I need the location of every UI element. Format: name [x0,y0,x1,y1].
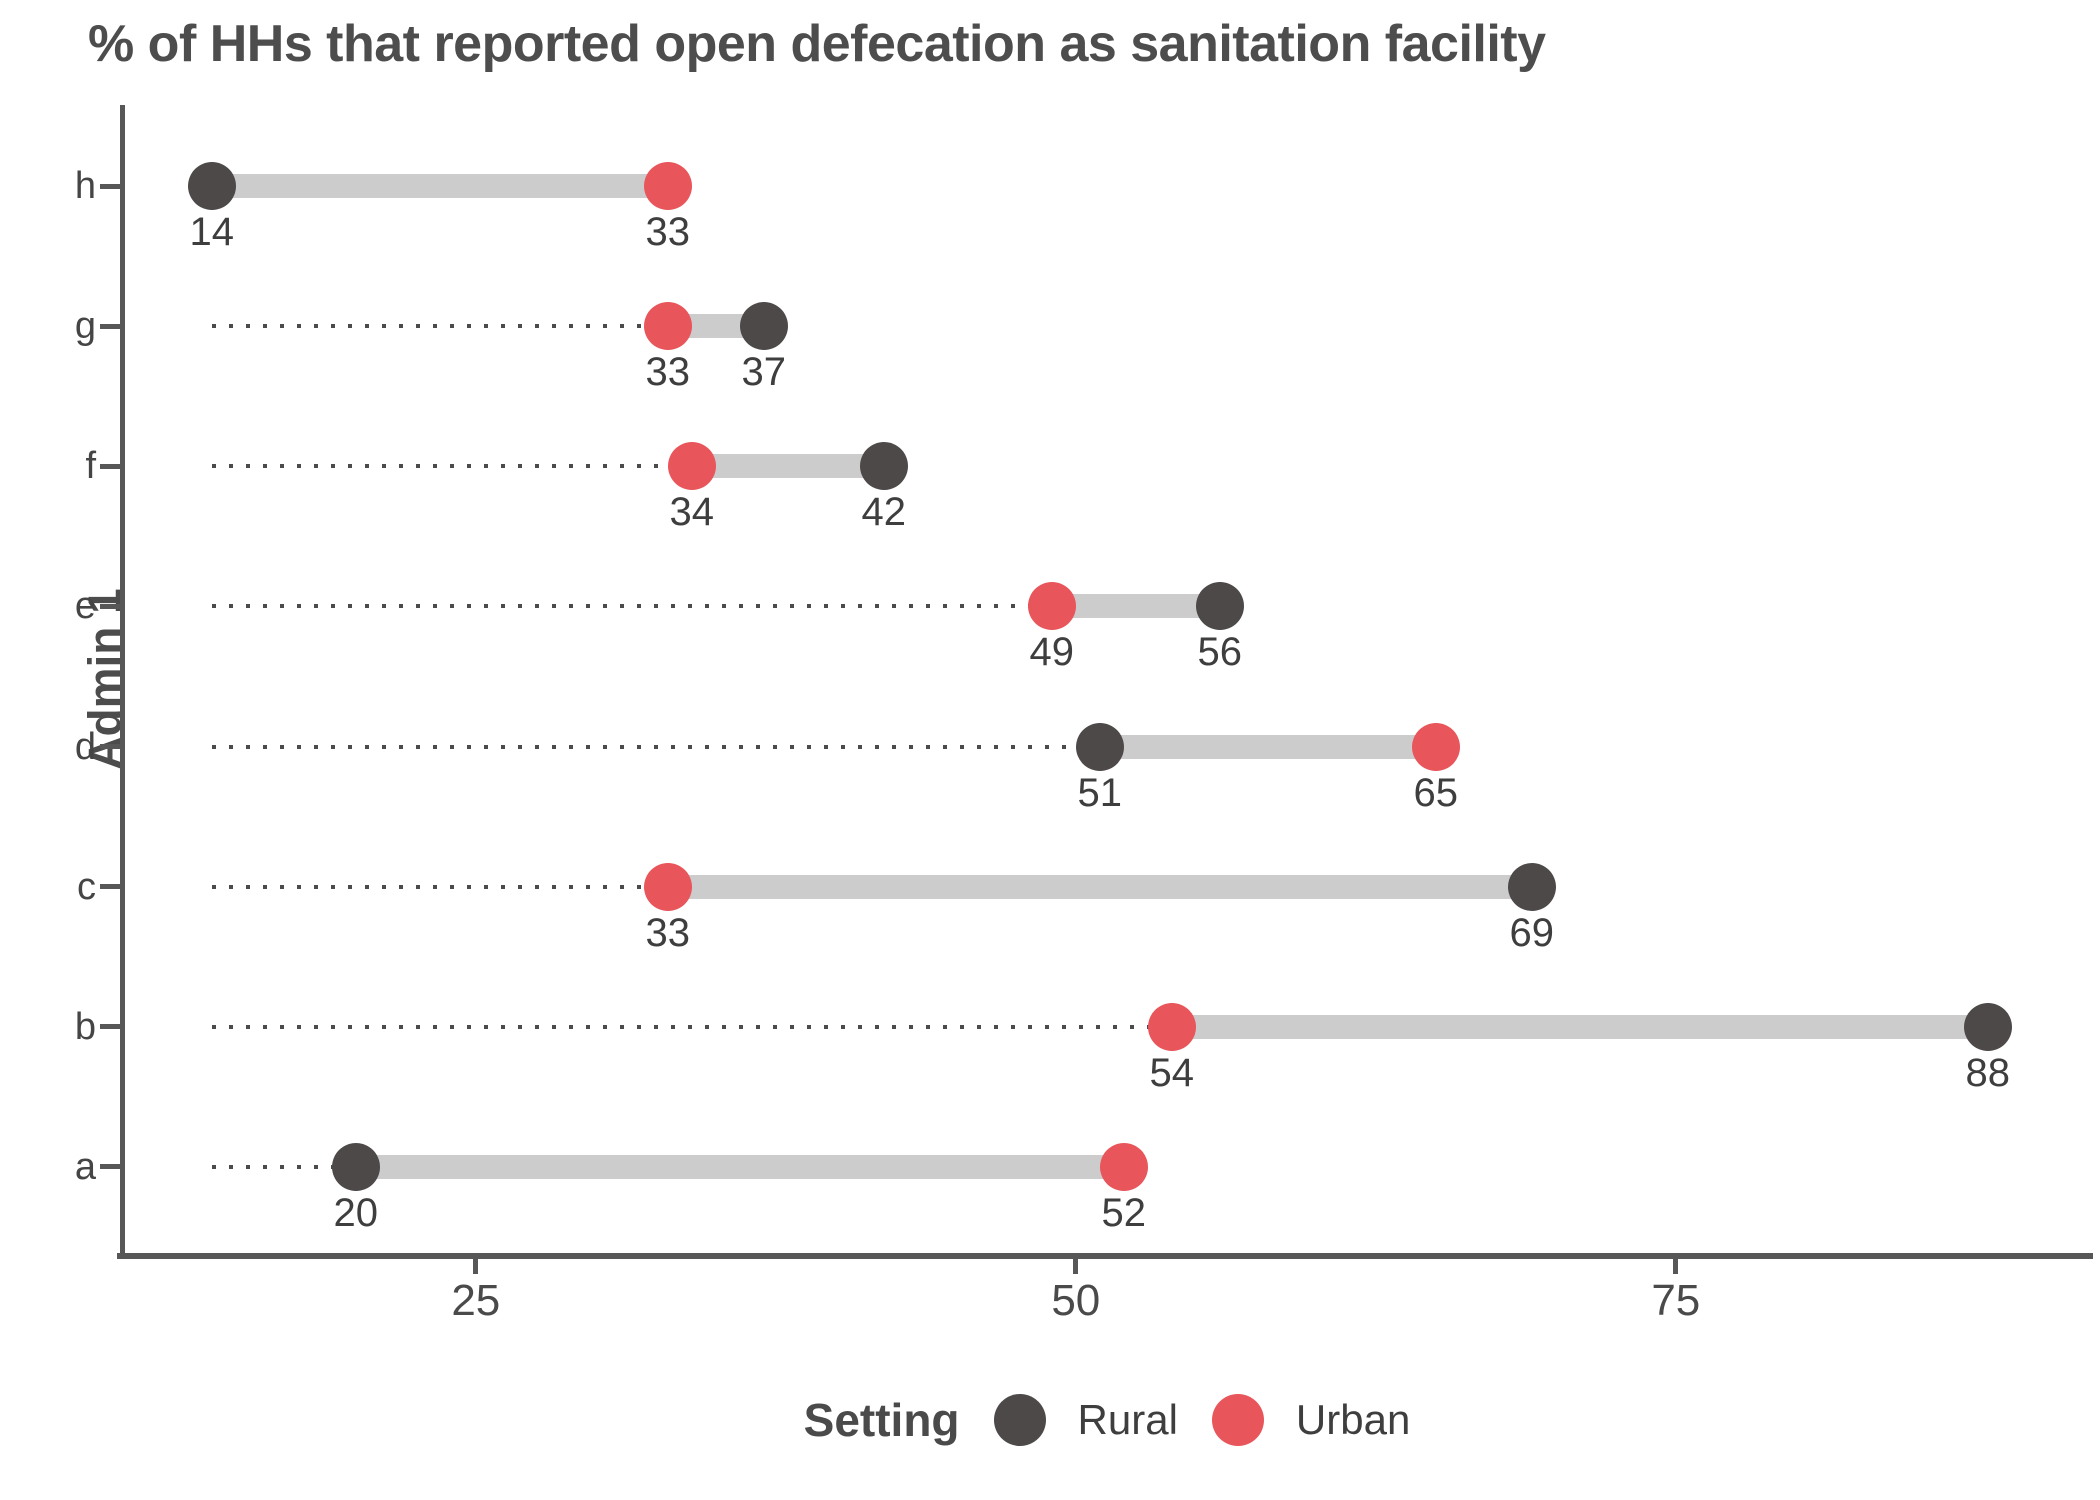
dot-rural-e [1195,582,1244,631]
leader-line-a [211,1164,356,1169]
value-label-urban-e: 49 [1029,630,1075,675]
connector-bar-f [691,454,884,479]
dot-urban-e [1027,582,1076,631]
legend-label-urban: Urban [1295,1396,1411,1443]
connector-bar-d [1099,734,1436,759]
urban-swatch-icon [1211,1394,1264,1446]
chart-title: % of HHs that reported open defecation a… [88,15,1546,73]
leader-line-e [211,604,1052,609]
value-label-rural-d: 51 [1077,770,1123,815]
connector-bar-c [667,874,1532,899]
x-tick-75 [1673,1259,1679,1274]
connector-bar-a [355,1154,1124,1179]
value-label-rural-e: 56 [1197,630,1243,675]
leader-line-f [211,464,692,469]
legend-label-rural: Rural [1077,1396,1178,1443]
dot-rural-g [739,302,788,351]
connector-bar-b [1171,1014,1988,1039]
category-label-g: g [74,305,96,348]
dot-rural-a [331,1142,380,1191]
rural-swatch-icon [993,1394,1046,1446]
value-label-rural-g: 37 [741,350,787,395]
dot-rural-h [187,162,236,210]
category-label-a: a [74,1145,96,1188]
value-label-urban-f: 34 [669,490,715,535]
x-tick-label-50: 50 [1051,1276,1101,1325]
y-tick-e [100,603,123,609]
legend-item-urban: Urban [1211,1394,1411,1446]
value-label-urban-b: 54 [1149,1050,1195,1095]
dot-rural-f [859,442,908,491]
dot-rural-d [1075,722,1124,771]
leader-line-g [211,324,668,329]
leader-line-d [211,744,1100,749]
y-axis-line [120,105,125,1259]
legend: Setting Rural Urban [123,1388,2091,1452]
category-label-e: e [74,585,96,628]
x-tick-50 [1073,1259,1079,1274]
dot-rural-b [1963,1002,2012,1051]
connector-bar-e [1051,594,1220,619]
value-label-rural-b: 88 [1965,1050,2011,1095]
value-label-urban-c: 33 [645,910,691,955]
category-label-h: h [74,165,96,207]
x-axis-line [117,1253,2093,1259]
connector-bar-h [211,174,668,198]
legend-title: Setting [803,1394,960,1446]
category-label-b: b [74,1005,96,1048]
y-tick-b [100,1024,123,1030]
dot-urban-c [643,862,692,911]
dot-urban-d [1411,722,1460,771]
value-label-rural-c: 69 [1509,910,1555,955]
value-label-rural-h: 14 [189,210,235,254]
y-tick-h [100,183,123,189]
dot-urban-f [667,442,716,491]
legend-item-rural: Rural [993,1394,1178,1446]
y-tick-a [100,1164,123,1170]
x-tick-label-25: 25 [451,1276,501,1325]
category-label-c: c [77,865,96,908]
value-label-urban-d: 65 [1413,770,1459,815]
y-tick-g [100,323,123,329]
dot-rural-c [1507,862,1556,911]
value-label-urban-g: 33 [645,350,691,395]
dot-urban-a [1099,1142,1148,1191]
value-label-urban-a: 52 [1101,1190,1147,1235]
y-tick-f [100,463,123,469]
y-tick-c [100,884,123,890]
x-tick-25 [473,1259,479,1274]
leader-line-c [211,884,668,889]
dot-urban-b [1147,1002,1196,1051]
dot-urban-h [643,162,692,210]
category-label-f: f [85,445,96,488]
value-label-rural-a: 20 [333,1190,379,1235]
value-label-rural-f: 42 [861,490,907,535]
x-tick-label-75: 75 [1651,1276,1701,1325]
y-tick-d [100,744,123,750]
category-label-d: d [74,725,96,768]
leader-line-b [211,1024,1172,1029]
value-label-urban-h: 33 [645,210,691,254]
dot-urban-g [643,302,692,351]
